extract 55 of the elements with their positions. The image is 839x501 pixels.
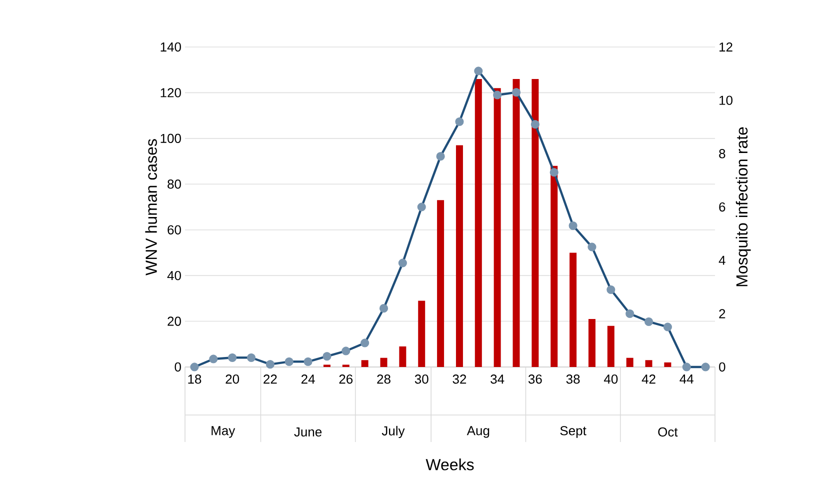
x-axis-title: Weeks (426, 458, 474, 470)
bar (399, 346, 406, 367)
x-tick-label: 36 (528, 374, 542, 384)
x-tick-label: 18 (188, 374, 202, 384)
y2-tick-label: 10 (720, 96, 732, 105)
bar (626, 358, 634, 367)
bar (607, 326, 614, 367)
y2-tick-label: 12 (720, 42, 732, 52)
text: Aug (466, 426, 490, 438)
text: July (382, 426, 405, 438)
text: Oct (658, 427, 678, 437)
y-tick-label: 80 (168, 180, 181, 189)
x-tick-label: 20 (226, 374, 240, 384)
bar (437, 200, 444, 367)
y-tick-label: 120 (160, 88, 181, 98)
bar (380, 358, 388, 367)
x-tick-label: 22 (264, 374, 277, 384)
x-tick-label: 38 (566, 374, 580, 384)
y2-tick-label: 8 (719, 149, 726, 158)
y-tick-label: 20 (168, 316, 181, 326)
y-tick-label: 40 (167, 270, 181, 280)
x-tick-label: 40 (604, 374, 618, 384)
y-tick-label: 60 (168, 225, 181, 234)
x-tick-label: 44 (680, 374, 694, 384)
bar (588, 318, 596, 367)
y2-tick-label: 6 (719, 202, 726, 212)
y2-axis-title: Mosquito infection rate (736, 127, 751, 286)
y-tick-label: 0 (174, 362, 181, 372)
bar (645, 360, 652, 367)
x-tick-label: 34 (490, 374, 504, 384)
bar (456, 145, 463, 367)
x-tick-label: 24 (301, 374, 315, 384)
y2-tick-label: 4 (718, 256, 726, 265)
x-tick-label: 26 (339, 374, 353, 384)
bar (512, 78, 520, 367)
y2-tick-label: 0 (719, 362, 726, 372)
y-axis-title: WNV human cases (145, 139, 157, 276)
text: June (294, 427, 322, 437)
y2-tick-label: 2 (719, 309, 726, 318)
bar (532, 78, 539, 367)
x-tick-label: 28 (377, 374, 390, 384)
bar (474, 78, 482, 367)
bar (570, 252, 577, 367)
y-tick-label: 100 (160, 134, 181, 144)
bar (361, 360, 368, 367)
x-tick-label: 42 (642, 374, 656, 384)
x-tick-label: 32 (452, 374, 466, 384)
bar (418, 300, 426, 367)
bar (664, 362, 672, 367)
bar (494, 88, 501, 367)
text: May (212, 426, 236, 438)
bar (550, 166, 558, 367)
text: Sept (560, 426, 586, 438)
x-tick-label: 30 (414, 374, 428, 384)
y-tick-label: 140 (160, 42, 181, 52)
